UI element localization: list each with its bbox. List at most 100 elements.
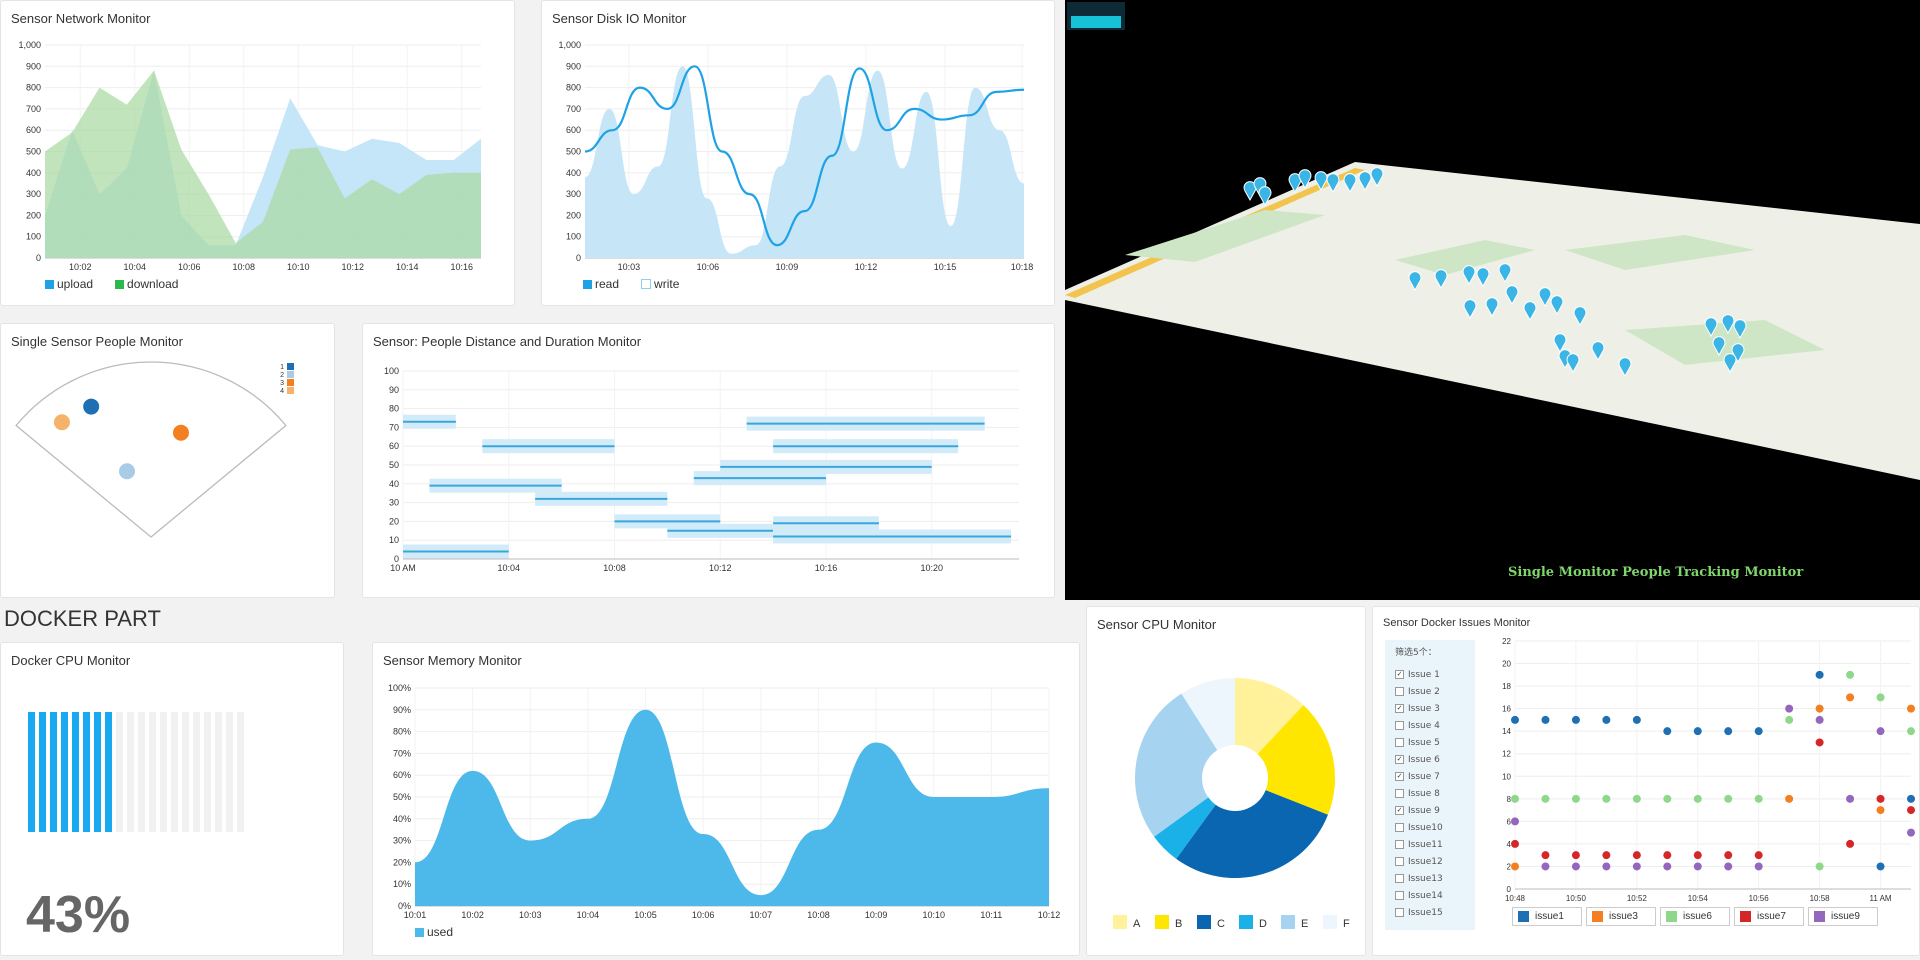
location-pin-icon[interactable] xyxy=(1343,173,1357,194)
y-tick-label: 20% xyxy=(393,857,411,867)
location-pin-icon[interactable] xyxy=(1591,341,1605,362)
x-tick-label: 10:56 xyxy=(1749,894,1770,903)
checkbox[interactable]: ✓ xyxy=(1395,670,1404,679)
legend-issue7[interactable]: issue7 xyxy=(1734,907,1804,926)
location-pin-icon[interactable] xyxy=(1550,295,1564,316)
x-tick-label: 10:05 xyxy=(634,910,657,920)
location-pin-icon[interactable] xyxy=(1618,357,1632,378)
x-tick-label: 10:16 xyxy=(815,563,838,573)
map-pins[interactable] xyxy=(1243,167,1747,378)
issue-checkbox-row[interactable]: ✓ Issue 7 xyxy=(1385,768,1475,785)
issue-checkbox-row[interactable]: ✓ Issue 3 xyxy=(1385,700,1475,717)
location-pin-icon[interactable] xyxy=(1723,353,1737,374)
location-pin-icon[interactable] xyxy=(1733,319,1747,340)
location-pin-icon[interactable] xyxy=(1253,177,1267,198)
location-pin-icon[interactable] xyxy=(1704,317,1718,338)
location-pin-icon[interactable] xyxy=(1258,186,1272,207)
location-pin-icon[interactable] xyxy=(1462,265,1476,286)
location-pin-icon[interactable] xyxy=(1408,271,1422,292)
location-pin-icon[interactable] xyxy=(1358,171,1372,192)
location-pin-icon[interactable] xyxy=(1434,269,1448,290)
checkbox[interactable]: ✓ xyxy=(1395,806,1404,815)
legend-label: issue1 xyxy=(1535,911,1564,922)
issue-checkbox-row[interactable]: Issue10 xyxy=(1385,819,1475,836)
location-pin-icon[interactable] xyxy=(1721,314,1735,335)
location-pin-icon[interactable] xyxy=(1553,333,1567,354)
point-issue6 xyxy=(1693,794,1702,803)
cpu-level-bar xyxy=(127,712,134,832)
location-pin-icon[interactable] xyxy=(1712,336,1726,357)
issue-checkbox-row[interactable]: ✓ Issue 6 xyxy=(1385,751,1475,768)
issue-checkbox-row[interactable]: Issue 5 xyxy=(1385,734,1475,751)
legend-issue6[interactable]: issue6 xyxy=(1660,907,1730,926)
legend-label: B xyxy=(1175,918,1182,930)
location-pin-icon[interactable] xyxy=(1288,173,1302,194)
x-tick-label: 10:01 xyxy=(404,910,427,920)
location-pin-icon[interactable] xyxy=(1463,299,1477,320)
location-pin-icon[interactable] xyxy=(1243,181,1257,202)
legend-swatch xyxy=(287,363,294,370)
x-tick-label: 10:02 xyxy=(69,262,92,272)
legend-upload[interactable]: upload xyxy=(45,277,93,291)
legend-read[interactable]: read xyxy=(583,277,619,291)
issue-label: Issue14 xyxy=(1408,890,1443,901)
checkbox[interactable] xyxy=(1395,840,1404,849)
location-pin-icon[interactable] xyxy=(1485,297,1499,318)
checkbox[interactable] xyxy=(1395,738,1404,747)
checkbox[interactable] xyxy=(1395,857,1404,866)
map-view[interactable]: Single Monitor People Tracking Monitor xyxy=(1065,0,1920,600)
point-issue9 xyxy=(1693,862,1702,871)
legend-download[interactable]: download xyxy=(115,277,178,291)
point-issue9 xyxy=(1754,862,1763,871)
location-pin-icon[interactable] xyxy=(1538,287,1552,308)
point-issue6 xyxy=(1632,794,1641,803)
checkbox[interactable] xyxy=(1395,721,1404,730)
checkbox[interactable]: ✓ xyxy=(1395,704,1404,713)
location-pin-icon[interactable] xyxy=(1566,353,1580,374)
map-green xyxy=(1565,235,1755,270)
checkbox[interactable]: ✓ xyxy=(1395,755,1404,764)
y-tick-label: 1,000 xyxy=(558,40,581,50)
issue-checkbox-row[interactable]: Issue13 xyxy=(1385,870,1475,887)
map-green xyxy=(1395,240,1535,275)
location-pin-icon[interactable] xyxy=(1523,301,1537,322)
location-pin-icon[interactable] xyxy=(1298,169,1312,190)
checkbox[interactable] xyxy=(1395,874,1404,883)
checkbox[interactable]: ✓ xyxy=(1395,772,1404,781)
point-issue1 xyxy=(1632,715,1641,724)
issue-checkbox-row[interactable]: Issue14 xyxy=(1385,887,1475,904)
cpu-level-bar xyxy=(171,712,178,832)
checkbox[interactable] xyxy=(1395,908,1404,917)
disk-panel: Sensor Disk IO Monitor 1,000 900 800 700 600… xyxy=(541,0,1055,306)
issue-checkbox-row[interactable]: Issue 4 xyxy=(1385,717,1475,734)
location-pin-icon[interactable] xyxy=(1498,263,1512,284)
location-pin-icon[interactable] xyxy=(1731,343,1745,364)
checkbox[interactable] xyxy=(1395,789,1404,798)
location-pin-icon[interactable] xyxy=(1573,306,1587,327)
y-tick-label: 0 xyxy=(576,253,581,263)
legend-label: issue3 xyxy=(1609,911,1638,922)
legend-issue9[interactable]: issue9 xyxy=(1808,907,1878,926)
issue-checkbox-row[interactable]: Issue11 xyxy=(1385,836,1475,853)
location-pin-icon[interactable] xyxy=(1370,167,1384,188)
issue-checkbox-row[interactable]: Issue 8 xyxy=(1385,785,1475,802)
y-tick-label: 800 xyxy=(26,83,41,93)
legend-used[interactable]: used xyxy=(415,925,453,939)
issue-checkbox-row[interactable]: Issue15 xyxy=(1385,904,1475,921)
location-pin-icon[interactable] xyxy=(1326,173,1340,194)
checkbox[interactable] xyxy=(1395,687,1404,696)
location-pin-icon[interactable] xyxy=(1505,285,1519,306)
legend-issue3[interactable]: issue3 xyxy=(1586,907,1656,926)
issue-checkbox-row[interactable]: Issue 2 xyxy=(1385,683,1475,700)
pie-slice-C xyxy=(1176,790,1328,878)
checkbox[interactable] xyxy=(1395,823,1404,832)
issue-checkbox-row[interactable]: ✓ Issue 9 xyxy=(1385,802,1475,819)
cpu-level-bar xyxy=(50,712,57,832)
location-pin-icon[interactable] xyxy=(1476,267,1490,288)
legend-write[interactable]: write xyxy=(641,277,679,291)
issue-checkbox-row[interactable]: ✓ Issue 1 xyxy=(1385,666,1475,683)
checkbox[interactable] xyxy=(1395,891,1404,900)
legend-issue1[interactable]: issue1 xyxy=(1512,907,1582,926)
issue-checkbox-row[interactable]: Issue12 xyxy=(1385,853,1475,870)
map-canvas[interactable] xyxy=(1065,0,1920,600)
